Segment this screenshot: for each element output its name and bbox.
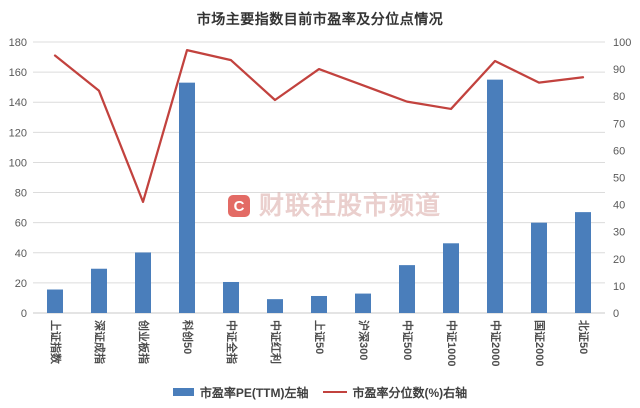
bar bbox=[47, 289, 63, 313]
legend-label-pe: 市盈率PE(TTM)左轴 bbox=[199, 385, 309, 400]
bar bbox=[311, 295, 327, 313]
right-axis-tick-label: 10 bbox=[613, 281, 625, 293]
bar bbox=[399, 265, 415, 313]
category-label: 科创50 bbox=[181, 320, 195, 354]
bar bbox=[267, 299, 283, 313]
chart-title: 市场主要指数目前市盈率及分位点情况 bbox=[196, 11, 444, 27]
bar bbox=[355, 293, 371, 313]
bar bbox=[223, 281, 239, 313]
left-axis-tick-label: 180 bbox=[9, 37, 27, 49]
category-label: 中证全指 bbox=[225, 320, 239, 364]
percentile-line bbox=[53, 49, 585, 204]
category-label: 中证500 bbox=[401, 320, 415, 360]
left-axis-tick-label: 160 bbox=[9, 67, 27, 79]
category-label: 中证2000 bbox=[489, 320, 503, 366]
legend-item-percentile: 市盈率分位数(%)右轴 bbox=[322, 384, 468, 401]
left-axis-tick-label: 100 bbox=[9, 157, 27, 169]
bar bbox=[179, 82, 195, 314]
right-axis-tick-label: 90 bbox=[613, 64, 625, 76]
right-axis-tick-label: 60 bbox=[613, 145, 625, 157]
left-axis-tick-label: 80 bbox=[15, 188, 27, 200]
category-label: 国证2000 bbox=[533, 320, 546, 366]
bar bbox=[531, 222, 547, 313]
bar bbox=[487, 79, 503, 313]
bar bbox=[575, 212, 591, 313]
category-label: 北证50 bbox=[577, 320, 591, 354]
bar bbox=[135, 252, 151, 313]
category-label: 沪深300 bbox=[357, 320, 371, 360]
right-axis-tick-label: 30 bbox=[613, 227, 625, 239]
right-axis-tick-label: 20 bbox=[613, 254, 625, 266]
right-axis-tick-label: 80 bbox=[613, 91, 625, 103]
right-axis-tick-label: 100 bbox=[613, 37, 631, 49]
left-axis-tick-label: 120 bbox=[9, 127, 27, 139]
legend: 市盈率PE(TTM)左轴 市盈率分位数(%)右轴 bbox=[0, 381, 640, 403]
left-axis-tick-label: 20 bbox=[15, 278, 27, 290]
bar-series-swatch-icon bbox=[172, 388, 194, 396]
bar bbox=[443, 243, 459, 313]
category-label: 深证成指 bbox=[93, 320, 107, 364]
line-series-swatch-icon bbox=[322, 391, 347, 393]
right-axis-tick-label: 70 bbox=[613, 118, 625, 130]
category-label: 上证指数 bbox=[49, 320, 63, 365]
category-label: 上证50 bbox=[313, 320, 327, 354]
left-axis-tick-label: 60 bbox=[15, 218, 27, 230]
legend-label-percentile: 市盈率分位数(%)右轴 bbox=[352, 385, 468, 400]
legend-item-pe: 市盈率PE(TTM)左轴 bbox=[172, 384, 309, 401]
category-label: 中证1000 bbox=[445, 320, 459, 366]
right-axis-tick-label: 0 bbox=[613, 308, 619, 320]
left-axis-tick-label: 140 bbox=[9, 97, 27, 109]
left-axis-tick-label: 0 bbox=[21, 308, 27, 320]
category-label: 创业板指 bbox=[137, 319, 151, 364]
left-axis-tick-label: 40 bbox=[15, 248, 27, 260]
right-axis-tick-label: 40 bbox=[613, 200, 625, 212]
right-axis-tick-label: 50 bbox=[613, 173, 625, 185]
bar bbox=[91, 268, 107, 313]
category-label: 中证红利 bbox=[269, 320, 283, 364]
